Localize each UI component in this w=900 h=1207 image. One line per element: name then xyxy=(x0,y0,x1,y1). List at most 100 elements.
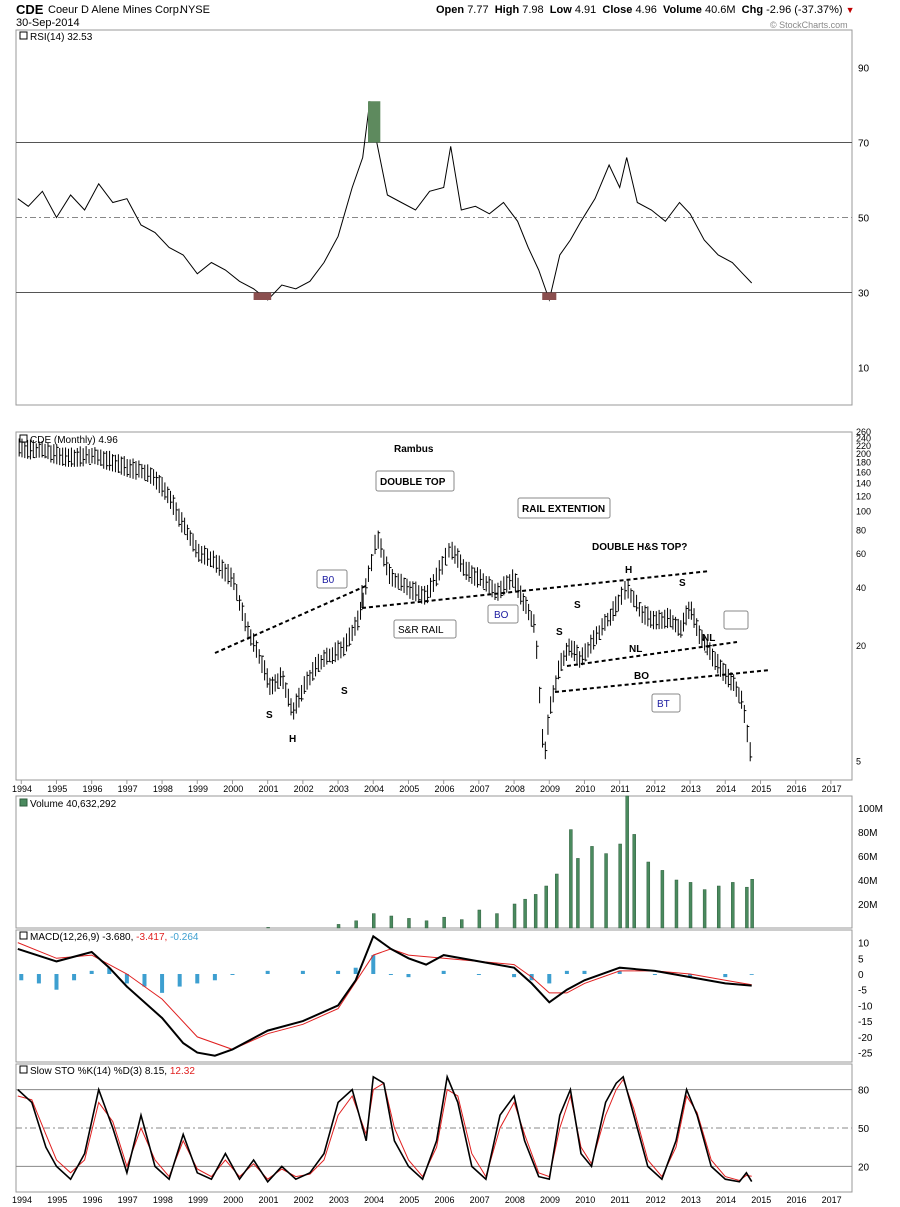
x-year-label: 2016 xyxy=(786,784,806,794)
volume-bar xyxy=(604,853,608,929)
price-tick-label: 100 xyxy=(856,507,871,517)
price-tick-label: 240 xyxy=(856,434,871,444)
annotation-nl: NL xyxy=(629,644,642,655)
annotation-box-double-top xyxy=(375,470,455,492)
macd-line xyxy=(17,934,752,1057)
volume-tick-label: 60M xyxy=(858,852,877,863)
macd-title-part: -3.417, xyxy=(136,932,170,943)
macd-histogram-bar xyxy=(19,974,24,981)
macd-histogram-bar xyxy=(230,974,235,975)
macd-histogram-bar xyxy=(723,974,728,978)
volume-bar xyxy=(266,927,270,929)
x-year-label: 2010 xyxy=(575,784,595,794)
macd-tick-label: -5 xyxy=(858,986,867,997)
x-year-label: 1997 xyxy=(118,784,138,794)
volume-label: Volume xyxy=(662,4,702,16)
macd-histogram-bar xyxy=(564,970,569,974)
volume-bar xyxy=(555,873,559,929)
sto-d-line xyxy=(17,1078,752,1182)
annotation-rambus: Rambus xyxy=(394,444,434,455)
x-year-label: 2014 xyxy=(716,784,736,794)
x-year-label: 2004 xyxy=(364,1195,384,1205)
close-label: Close xyxy=(602,4,633,16)
x-year-label: 2003 xyxy=(329,784,349,794)
volume-bar xyxy=(569,829,573,929)
price-tick-label: 60 xyxy=(856,549,866,559)
macd-histogram-bar xyxy=(265,970,270,974)
volume-bar xyxy=(745,886,749,929)
volume-bar xyxy=(544,885,548,929)
x-year-label: 2001 xyxy=(258,784,278,794)
annotation-box-rail-extention xyxy=(517,497,611,519)
volume-bar xyxy=(674,879,679,929)
low-value: 4.91 xyxy=(574,4,597,16)
trendline-upper-neckline xyxy=(566,641,738,667)
macd-histogram-bar xyxy=(160,974,165,993)
panel-frame-vol xyxy=(15,795,853,929)
x-year-label: 2008 xyxy=(505,1195,525,1205)
macd-title: MACD(12,26,9) -3.680, -3.417, -0.264 xyxy=(30,932,199,943)
volume-bar xyxy=(442,916,446,929)
macd-histogram-bar xyxy=(142,974,147,987)
sto-tick-label: 20 xyxy=(858,1162,870,1173)
x-year-label: 2005 xyxy=(399,784,419,794)
volume-bar xyxy=(702,889,707,929)
price-tick-label: 260 xyxy=(856,427,871,437)
volume-bar xyxy=(590,846,594,929)
volume-bar xyxy=(618,843,622,929)
price-tick-label: 180 xyxy=(856,458,871,468)
macd-histogram-bar xyxy=(652,974,657,975)
x-year-label: 2012 xyxy=(646,784,666,794)
x-year-label: 2015 xyxy=(751,784,771,794)
volume-bar xyxy=(688,882,693,929)
x-year-label: 2010 xyxy=(575,1195,595,1205)
macd-tick-label: -10 xyxy=(858,1001,873,1012)
x-year-label: 2002 xyxy=(294,784,314,794)
annotation-sr-rail: S&R RAIL xyxy=(398,625,444,636)
macd-histogram-bar xyxy=(336,970,341,974)
x-year-label: 1995 xyxy=(47,1195,67,1205)
watermark: © StockCharts.com xyxy=(770,20,848,30)
macd-tick-label: -15 xyxy=(858,1017,873,1028)
x-year-label: 1998 xyxy=(153,1195,173,1205)
volume-bar xyxy=(632,834,636,929)
annotation-s: S xyxy=(266,710,273,721)
annotation-double-top: DOUBLE TOP xyxy=(380,477,446,488)
down-triangle-icon: ▼ xyxy=(845,5,855,15)
macd-histogram-bar xyxy=(353,967,358,974)
x-year-label: 2006 xyxy=(434,784,454,794)
macd-histogram-bar xyxy=(124,974,129,984)
x-year-label: 2008 xyxy=(505,784,525,794)
macd-tick-label: 5 xyxy=(858,954,864,965)
x-year-label: 2007 xyxy=(470,784,490,794)
x-year-label: 2011 xyxy=(610,784,629,794)
x-year-label: 2003 xyxy=(329,1195,349,1205)
annotation-h: H xyxy=(289,734,296,745)
x-year-label: 1999 xyxy=(188,1195,208,1205)
x-year-label: 2009 xyxy=(540,1195,560,1205)
rsi-tick-label: 90 xyxy=(858,64,870,75)
price-tick-label: 200 xyxy=(856,449,871,459)
x-year-label: 2001 xyxy=(258,1195,278,1205)
macd-title-part: -0.264 xyxy=(170,932,199,943)
volume-bar xyxy=(354,920,358,929)
x-year-label: 2011 xyxy=(610,1195,629,1205)
volume-bar xyxy=(716,885,721,929)
macd-histogram-bar xyxy=(476,974,481,975)
annotation-b0: B0 xyxy=(322,575,335,586)
sto-legend-swatch xyxy=(19,1065,28,1074)
close-value: 4.96 xyxy=(635,4,657,16)
macd-histogram-bar xyxy=(512,974,517,978)
volume-tick-label: 40M xyxy=(858,876,877,887)
annotation-box-bt xyxy=(723,610,749,630)
sto-title: Slow STO %K(14) %D(3) 8.15, 12.32 xyxy=(30,1066,195,1077)
macd-histogram-bar xyxy=(547,974,552,984)
trendline-neckline-left xyxy=(214,584,369,654)
annotation-s: S xyxy=(574,600,581,611)
x-year-label: 2012 xyxy=(646,1195,666,1205)
trendline-sr-rail xyxy=(361,570,711,609)
x-year-label: 2015 xyxy=(751,1195,771,1205)
x-year-label: 2007 xyxy=(470,1195,490,1205)
macd-histogram-bar xyxy=(406,974,411,978)
